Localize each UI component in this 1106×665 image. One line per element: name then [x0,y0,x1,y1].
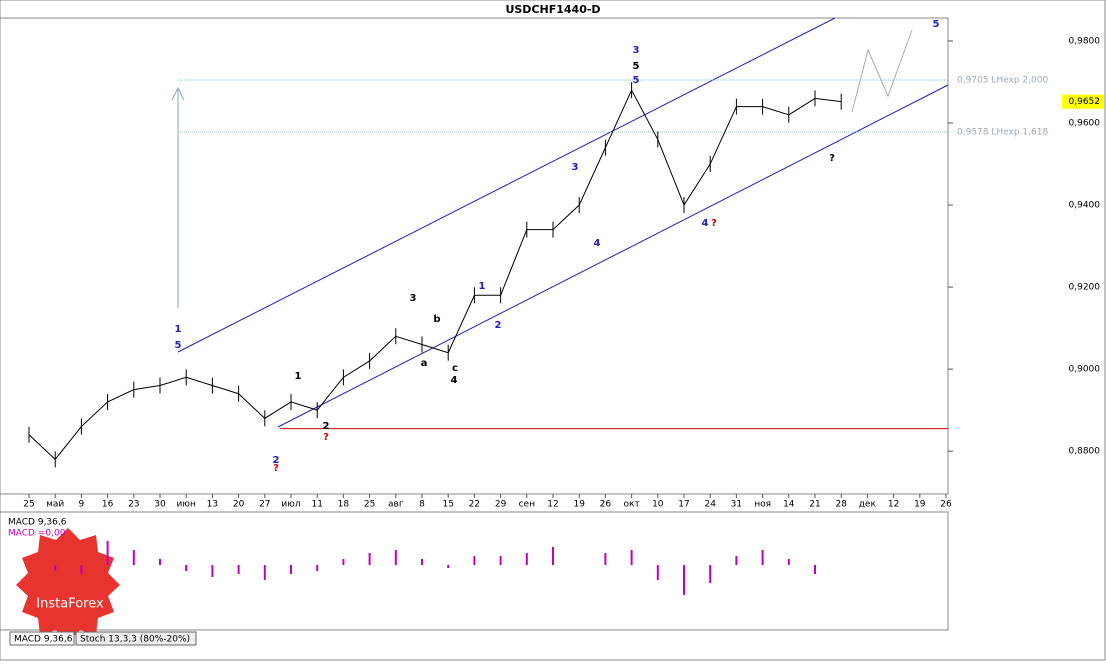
wave-label: b [433,314,440,325]
tab-label: Stoch 13,3,3 (80%-20%) [80,635,190,645]
x-tick-label: 12 [547,500,558,510]
wave-label: 1 [295,371,302,382]
x-tick-label: 21 [809,500,820,510]
x-tick-label: июн [177,500,196,510]
x-tick-label: июл [281,500,300,510]
arrow-head [171,86,185,101]
y-tick-label: 0,9000 [1069,365,1101,375]
fib-label: 0,9578 LHexp 1,618 [957,128,1048,138]
x-tick-label: 23 [128,500,139,510]
macd-value-label: MACD =0,00 [8,529,66,539]
y-tick-label: 0,8800 [1069,447,1101,457]
wave-label: 2 [495,320,502,331]
x-tick-label: 13 [207,500,218,510]
wave-label: 3 [410,293,417,304]
wave-label: 4 [451,375,458,386]
x-tick-label: 28 [835,500,847,510]
x-tick-label: окт [624,500,640,510]
wave-label: a [421,358,428,369]
x-tick-label: 25 [364,500,375,510]
x-tick-label: 19 [573,500,585,510]
wave-label: 5 [175,340,182,351]
x-tick-label: 24 [704,500,716,510]
macd-label: MACD 9,36,6 [8,518,67,528]
x-tick-label: 14 [783,500,795,510]
wave-label: 4 [594,238,601,249]
x-tick-label: 19 [914,500,926,510]
x-tick-label: дек [859,500,877,510]
x-tick-label: 12 [888,500,899,510]
tab[interactable] [9,631,75,646]
x-tick-label: 15 [442,500,453,510]
wave-label: 5 [633,61,640,72]
x-tick-label: 10 [652,500,664,510]
x-tick-label: 26 [600,500,612,510]
logo-badge [16,528,120,642]
wave-label: 4 [702,218,709,229]
macd-panel [0,511,949,631]
y-tick-label: 0,9200 [1069,283,1101,293]
wave-label: 1 [175,324,182,335]
logo-text: InstaForex [36,597,104,612]
x-tick-label: авг [388,500,404,510]
x-tick-label: 11 [311,500,322,510]
wave-label: 5 [933,19,940,30]
x-tick-label: 8 [419,500,425,510]
current-price-label: 0,9652 [1069,97,1101,107]
x-tick-label: сен [519,500,535,510]
x-tick-label: 26 [940,500,952,510]
wave-label: 2 [323,421,330,432]
x-tick-label: 17 [678,500,689,510]
current-price-box [1062,94,1104,109]
x-tick-label: май [46,500,64,510]
wave-label: 1 [479,281,486,292]
x-tick-label: 29 [495,500,507,510]
chart-title: USDCHF1440-D [505,3,600,16]
wave-label: 2 [273,455,280,466]
channel-lower [277,84,949,428]
wave-label: c [452,363,458,374]
y-tick-label: 0,9800 [1069,36,1101,46]
wave-label: 3 [572,162,579,173]
x-tick-label: 22 [469,500,480,510]
wave-label: ? [323,432,329,443]
fib-label: 0,9705 LHexp 2,000 [957,75,1048,85]
tab[interactable] [75,631,197,646]
tab-label: MACD 9,36,6 [14,635,73,645]
price-line [28,89,842,461]
x-tick-label: 25 [23,500,34,510]
channel-upper [177,17,836,353]
x-tick-label: 27 [259,500,270,510]
wave-label: ? [829,153,835,164]
wave-label: ? [711,218,717,229]
x-tick-label: 20 [233,500,245,510]
projection-path [851,29,913,113]
wave-label: ? [273,463,279,474]
x-tick-label: 31 [731,500,742,510]
x-tick-label: 9 [79,500,85,510]
wave-label: 3 [633,45,640,56]
y-tick-label: 0,9600 [1069,119,1101,129]
y-tick-label: 0,9400 [1069,201,1101,211]
wave-label: 5 [633,75,640,86]
logo: InstaForex [16,528,120,642]
x-tick-label: 18 [338,500,350,510]
x-tick-label: 16 [102,500,114,510]
x-tick-label: 30 [154,500,166,510]
x-tick-label: ноя [754,500,771,510]
